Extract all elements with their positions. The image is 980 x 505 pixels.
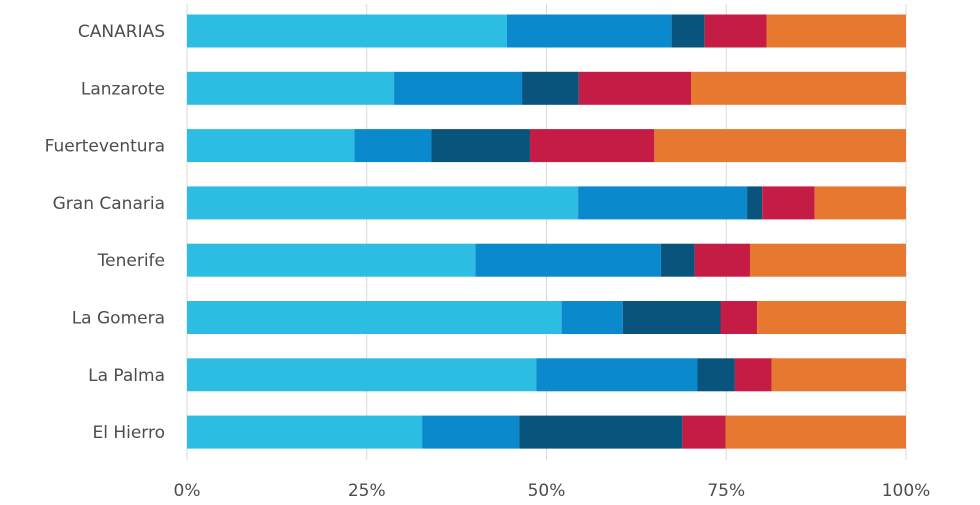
bar-segment (475, 243, 661, 277)
bar-segment (691, 71, 906, 105)
x-tick-label: 100% (882, 481, 931, 500)
bar-segment (187, 243, 476, 277)
bar-segment (766, 14, 906, 48)
bar-segment (431, 129, 530, 163)
bar-segment (757, 301, 906, 334)
bar-segment (704, 14, 767, 48)
category-label: Fuerteventura (45, 137, 165, 157)
bar-segment (622, 301, 721, 334)
bar-segment (671, 14, 705, 48)
bar-segment (354, 129, 432, 163)
x-tick-label: 50% (528, 481, 566, 500)
bar-segment (187, 14, 507, 48)
bar-segment (561, 301, 623, 334)
bar-segment (682, 415, 726, 449)
bar-segment (187, 301, 562, 334)
category-label: Gran Canaria (53, 194, 165, 214)
bar-segment (694, 243, 750, 277)
bar-segment (187, 71, 395, 105)
category-label: CANARIAS (78, 22, 165, 42)
bar-segment (187, 129, 355, 163)
bar-segment (578, 71, 692, 105)
bar-segment (771, 358, 906, 392)
bar-segment (187, 358, 537, 392)
bar-segment (522, 71, 579, 105)
x-tick-label: 25% (348, 481, 386, 500)
x-tick-label: 75% (707, 481, 745, 500)
bar-segment (536, 358, 698, 392)
bar-segment (660, 243, 695, 277)
category-label: La Palma (88, 366, 165, 386)
bar-segment (725, 415, 906, 449)
bar-segment (422, 415, 520, 449)
bars (187, 14, 906, 449)
category-labels: CANARIAS Lanzarote Fuerteventura Gran Canar… (45, 22, 165, 443)
bar-segment (747, 186, 763, 220)
category-label: El Hierro (92, 423, 165, 443)
bar-segment (720, 301, 758, 334)
category-label: Tenerife (97, 251, 165, 271)
category-label: La Gomera (72, 309, 165, 329)
bar-segment (394, 71, 523, 105)
x-axis-ticks: 0% 25% 50% 75% 100% (174, 481, 931, 501)
bar-segment (187, 415, 423, 449)
bar-segment (187, 186, 579, 220)
bar-segment (749, 243, 906, 277)
category-label: Lanzarote (81, 79, 165, 99)
bar-segment (734, 358, 772, 392)
bar-segment (697, 358, 735, 392)
bar-segment (506, 14, 672, 48)
bar-segment (814, 186, 906, 220)
x-tick-label: 0% (174, 481, 201, 500)
bar-segment (529, 129, 655, 163)
bar-segment (578, 186, 748, 220)
bar-segment (654, 129, 906, 163)
bar-segment (762, 186, 815, 220)
bar-segment (519, 415, 683, 449)
